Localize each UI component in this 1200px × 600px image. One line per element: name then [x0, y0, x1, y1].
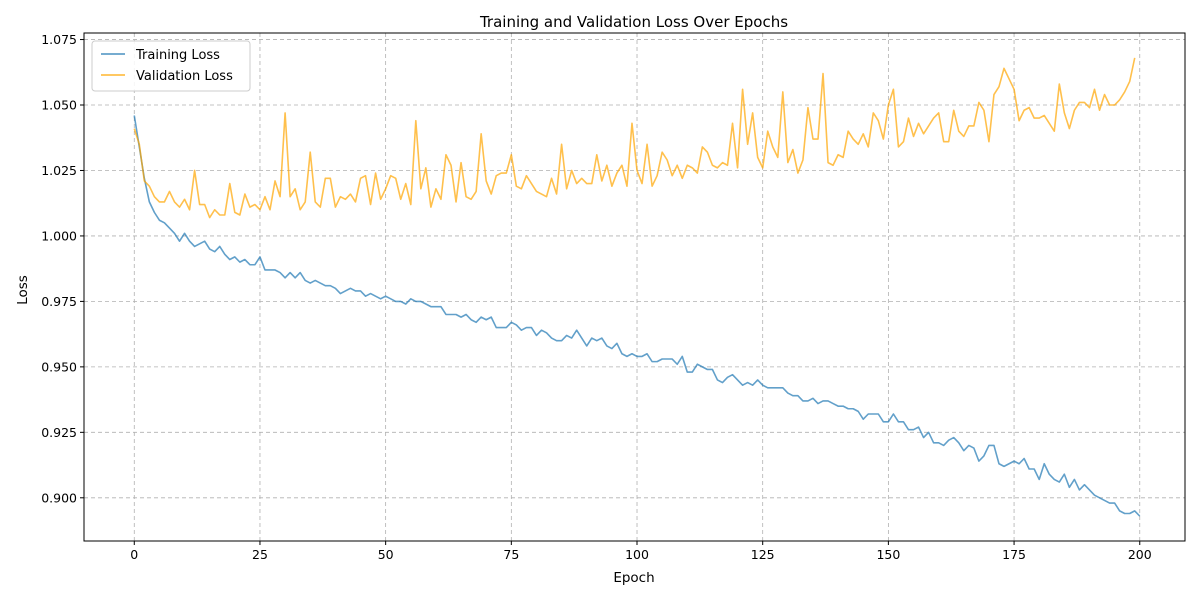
legend-label-training: Training Loss [135, 48, 220, 63]
x-tick-label: 125 [751, 547, 775, 562]
x-tick-label: 100 [625, 547, 649, 562]
y-tick-label: 1.000 [41, 228, 77, 243]
x-tick-label: 200 [1128, 547, 1152, 562]
y-tick-label: 1.025 [41, 163, 77, 178]
x-axis-label: Epoch [613, 570, 654, 586]
x-tick-label: 0 [130, 547, 138, 562]
chart-title: Training and Validation Loss Over Epochs [479, 13, 788, 31]
series-lines [133, 57, 1141, 517]
y-axis-label: Loss [15, 275, 31, 305]
legend: Training Loss Validation Loss [91, 40, 251, 92]
y-tick-label: 1.050 [41, 98, 77, 113]
x-tick-label: 150 [876, 547, 900, 562]
y-tick-label: 0.975 [41, 294, 77, 309]
validation-loss-line [133, 57, 1136, 219]
y-tick-label: 0.925 [41, 425, 77, 440]
legend-box [91, 40, 251, 92]
x-tick-label: 75 [503, 547, 519, 562]
axis-ticks: 0 25 50 75 100 125 150 175 200 0.900 0.925 0.950 0.9… [41, 32, 1152, 562]
x-tick-label: 25 [252, 547, 268, 562]
training-loss-line [133, 115, 1141, 517]
y-tick-label: 0.900 [41, 490, 77, 505]
grid [84, 33, 1185, 541]
y-tick-label: 0.950 [41, 359, 77, 374]
x-tick-label: 175 [1002, 547, 1026, 562]
x-tick-label: 50 [378, 547, 394, 562]
plot-frame [83, 32, 1186, 542]
legend-label-validation: Validation Loss [136, 69, 233, 84]
y-tick-label: 1.075 [41, 32, 77, 47]
